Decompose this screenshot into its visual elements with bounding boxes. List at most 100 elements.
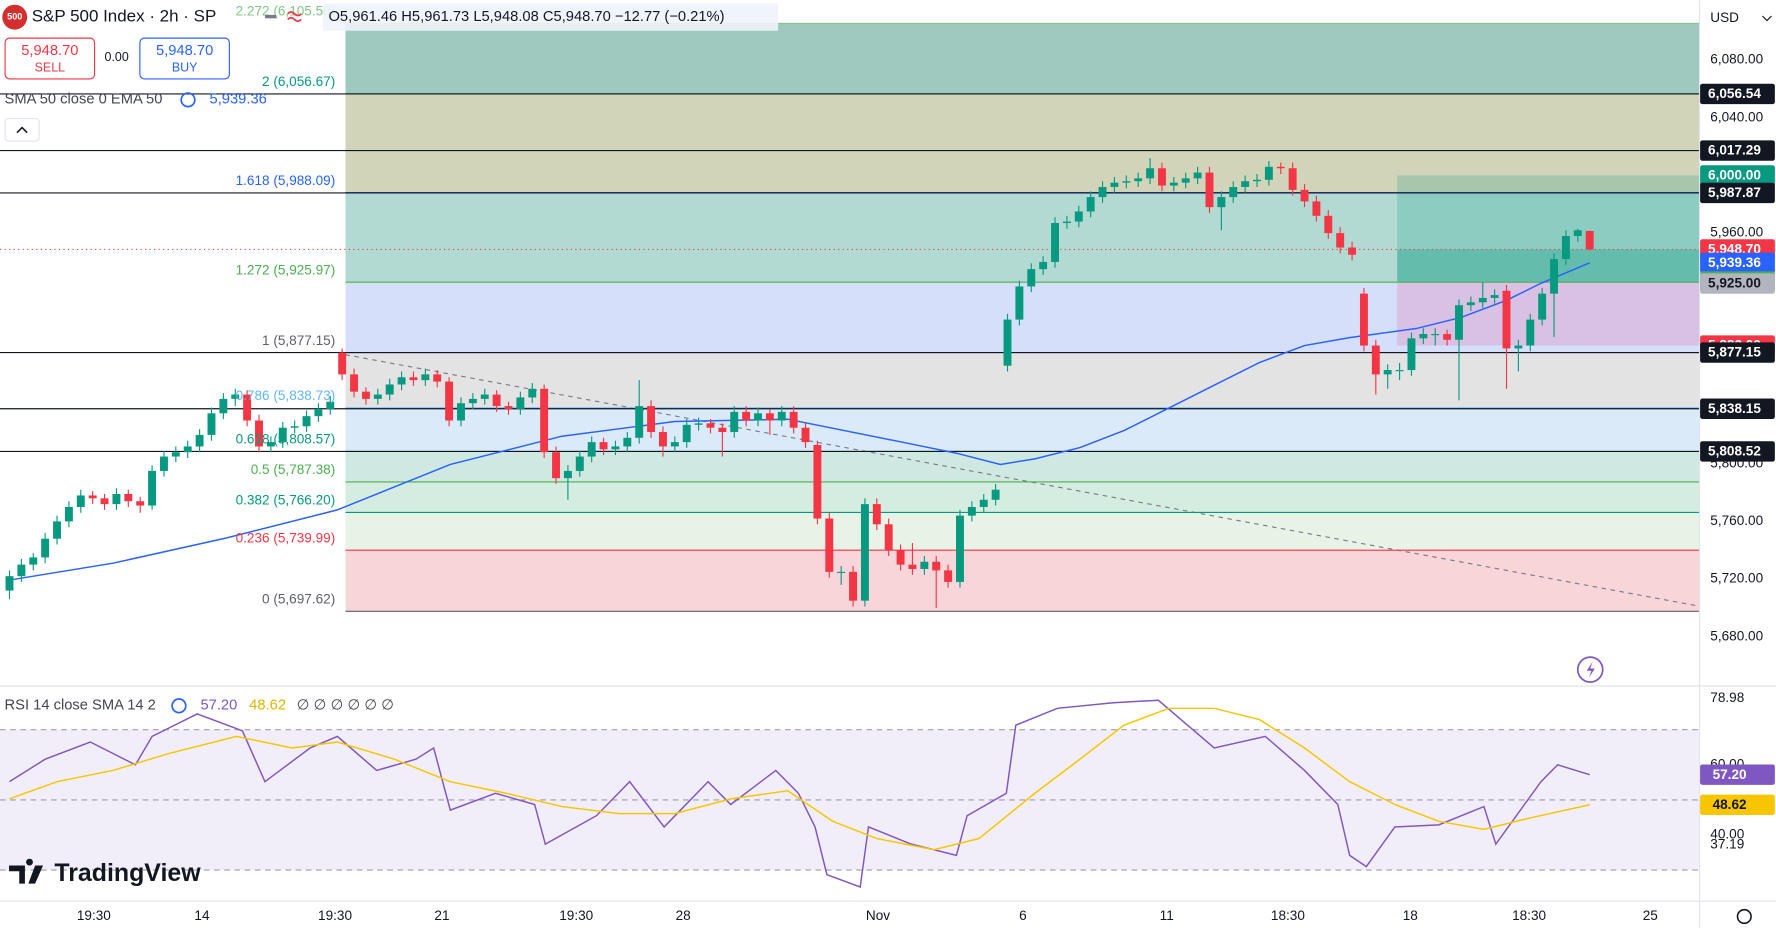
collapse-button[interactable]	[4, 117, 40, 142]
price-label-box	[1700, 441, 1775, 462]
fib-label: 0 (5,697.62)	[262, 592, 335, 607]
candle-body	[397, 377, 406, 385]
candle-body	[825, 518, 834, 572]
price-label: 5,987.87	[1708, 185, 1761, 200]
x-tick-label: 19:30	[318, 908, 352, 923]
fib-label: 1 (5,877.15)	[262, 333, 335, 348]
symbol-title[interactable]: S&P 500 Index · 2h · SP	[32, 7, 217, 26]
candle-body	[1288, 168, 1297, 190]
price-label-box	[1700, 273, 1775, 294]
y-tick-label: 6,080.00	[1710, 52, 1763, 67]
x-tick-label: 18	[1403, 908, 1418, 923]
x-tick-label: 18:30	[1512, 908, 1546, 923]
candle-body	[706, 423, 715, 428]
fib-band	[345, 512, 1699, 551]
marks-layer	[5, 158, 1594, 888]
candle-body	[326, 401, 335, 409]
x-tick-label: 19:30	[77, 908, 111, 923]
candle-body	[314, 408, 323, 417]
fib-label: 1.272 (5,925.97)	[236, 262, 336, 277]
wave-icon[interactable]	[287, 11, 302, 22]
candle-body	[635, 406, 644, 438]
rsi-refresh-icon[interactable]	[171, 698, 187, 714]
candle-body	[647, 406, 656, 433]
candle-body	[100, 498, 109, 505]
fib-band	[345, 23, 1699, 94]
candle-body	[575, 456, 584, 471]
settings-icon[interactable]	[1736, 908, 1752, 925]
fib-label: 0.382 (5,766.20)	[236, 493, 336, 508]
candle-body	[1312, 201, 1321, 216]
candle-body	[1407, 338, 1416, 371]
candle-body	[136, 501, 145, 506]
chevron-icon	[16, 126, 28, 134]
candle-body	[1300, 189, 1309, 202]
candle-body	[361, 391, 370, 399]
candle-body	[76, 495, 85, 507]
indicator-legend[interactable]: SMA 50 close 0 EMA 50	[5, 92, 163, 108]
candle-body	[932, 561, 941, 571]
candle-body	[1466, 302, 1475, 306]
price-label-box	[1700, 182, 1775, 204]
candle-body	[1478, 297, 1487, 303]
rsi-tick-label: 78.98	[1710, 690, 1744, 705]
rsi-legend[interactable]: RSI 14 close SMA 14 2	[5, 698, 156, 714]
candle-body	[718, 427, 727, 433]
refresh-icon[interactable]	[180, 92, 196, 108]
candle-body	[1490, 295, 1499, 298]
sma-line	[9, 262, 1590, 581]
candle-body	[1146, 168, 1155, 179]
candle-body	[41, 538, 50, 558]
y-tick-label: 5,960.00	[1710, 225, 1763, 240]
fib-label: 2.272 (6,105.50)	[236, 4, 336, 19]
candle-body	[1027, 269, 1036, 287]
candle-body	[872, 504, 881, 525]
candle-body	[255, 420, 263, 447]
candle-body	[1550, 259, 1558, 294]
watermark[interactable]: TradingView	[54, 859, 201, 887]
symbol-badge[interactable]	[2, 4, 28, 30]
price-label: 5,939.36	[1708, 255, 1761, 270]
candle-body	[373, 394, 382, 399]
candle-body	[1264, 166, 1273, 180]
candle-body	[1431, 334, 1440, 336]
buy-label: BUY	[172, 60, 198, 74]
candle-body	[1134, 178, 1143, 182]
candle-body	[837, 571, 846, 573]
candle-body	[1455, 305, 1463, 340]
currency[interactable]: USD	[1710, 10, 1739, 25]
axis-layer: 6,080.006,040.005,960.005,800.005,760.00…	[77, 52, 1775, 923]
candle-body	[338, 352, 347, 375]
candle-body	[1383, 370, 1392, 375]
candle-body	[148, 470, 157, 506]
candle-body	[1348, 247, 1357, 255]
sell-label: SELL	[35, 60, 66, 74]
fib-label: 2 (6,056.67)	[262, 74, 335, 89]
candle-body	[1514, 345, 1523, 349]
candle-body	[1443, 334, 1452, 340]
candle-body	[801, 427, 810, 443]
x-tick-label: 6	[1019, 908, 1027, 923]
sell-button[interactable]	[4, 37, 96, 80]
candle-body	[920, 561, 929, 569]
price-label-box	[1700, 165, 1775, 186]
hide-icon[interactable]	[265, 14, 277, 19]
candle-body	[587, 442, 596, 457]
candle-body	[1324, 215, 1333, 234]
candle-body	[409, 377, 418, 381]
candle-body	[1359, 293, 1368, 346]
fib-band	[345, 550, 1699, 612]
candle-body	[385, 384, 394, 395]
price-label: 5,877.15	[1708, 345, 1761, 360]
candle-body	[29, 557, 38, 565]
fills-layer	[0, 23, 1699, 871]
candle-body	[53, 521, 61, 539]
candle-body	[1241, 181, 1250, 187]
candle-body	[195, 434, 204, 447]
buy-button[interactable]	[139, 37, 230, 80]
buy-price: 5,948.70	[156, 43, 213, 59]
price-label-box	[1700, 252, 1775, 274]
price-label-box	[1700, 140, 1775, 161]
candle-body	[1122, 181, 1131, 183]
candle-body	[64, 506, 73, 522]
